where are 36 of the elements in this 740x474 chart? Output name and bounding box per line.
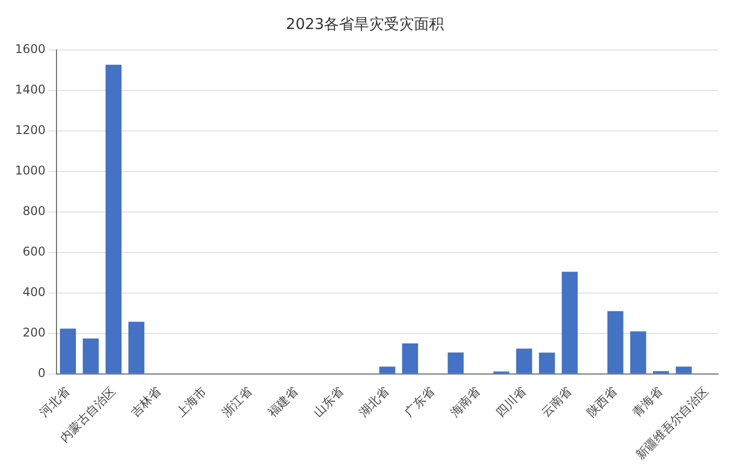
bar [448,352,464,374]
bar [630,331,646,374]
x-tick-label: 上海市 [174,384,210,420]
y-tick-label: 800 [22,204,46,218]
x-tick-label: 浙江省 [219,384,255,420]
x-tick-label: 广东省 [402,384,438,420]
y-tick-label: 1600 [14,42,46,56]
y-tick-label: 600 [22,244,46,259]
y-tick-label: 1400 [14,82,46,97]
bar [516,348,532,374]
y-tick-label: 1000 [14,164,46,178]
bar [60,328,76,374]
bar [106,64,122,374]
x-tick-label: 四川省 [493,384,528,420]
x-tick-label: 山东省 [310,384,346,420]
bar [82,338,99,374]
x-tick-label: 云南省 [538,384,574,420]
x-tick-label: 河北省 [36,384,72,420]
x-tick-label: 吉林省 [128,384,164,420]
chart-title: 2023各省旱灾受灾面积 [286,14,444,33]
y-tick-label: 400 [22,285,46,300]
x-tick-label: 湖北省 [356,384,392,420]
bar [676,366,692,374]
y-tick-label: 1200 [14,123,46,138]
x-tick-label: 青海省 [630,384,666,420]
bar [538,352,555,374]
bar [379,366,396,374]
y-tick-label: 200 [22,326,46,340]
bar [562,272,578,374]
x-tick-label: 海南省 [447,384,483,420]
y-tick-label: 0 [38,366,46,380]
bar [128,322,144,374]
bar [402,343,418,374]
x-tick-label: 陕西省 [584,384,620,420]
bar [607,311,624,374]
x-tick-label: 福建省 [265,384,300,420]
